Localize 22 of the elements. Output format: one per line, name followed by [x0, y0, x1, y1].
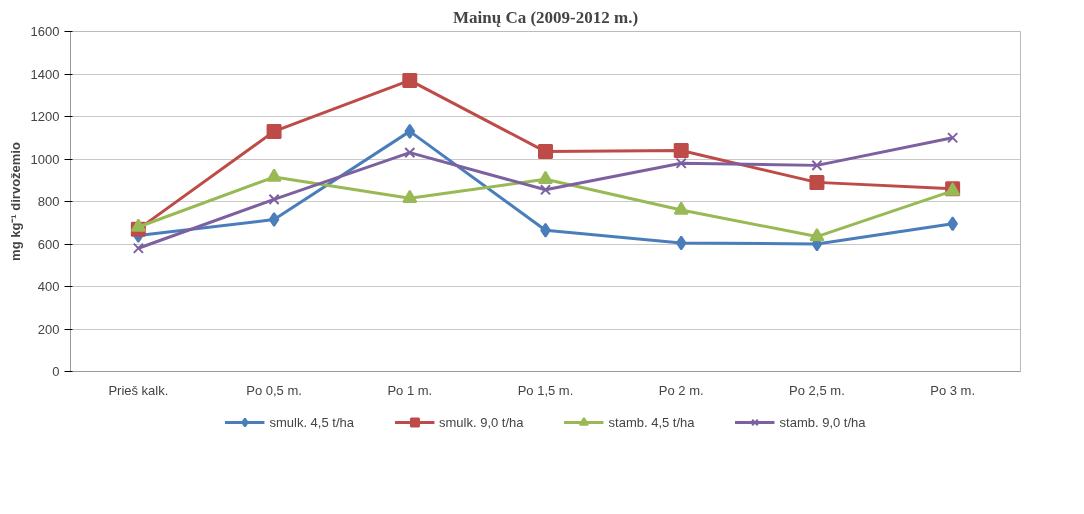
x-tick-label: Po 2 m.: [658, 382, 704, 398]
y-tick-label: 400: [37, 279, 60, 294]
x-tick-label: Po 3 m.: [930, 382, 976, 398]
legend-label: stamb. 4,5 t/ha: [608, 414, 695, 430]
legend-label: smulk. 9,0 t/ha: [439, 414, 524, 430]
x-tick-label: Po 2,5 m.: [789, 382, 845, 398]
y-tick-label: 800: [37, 194, 60, 209]
y-tick-label: 1200: [30, 109, 60, 124]
y-tick-label: 1000: [30, 151, 60, 167]
y-axis-title: mg kg⁻¹ dirvožemio: [7, 142, 23, 261]
x-tick-label: Prieš kalk.: [108, 382, 169, 398]
y-tick-label: 1600: [30, 24, 60, 39]
y-tick-label: 600: [37, 236, 60, 252]
legend-label: stamb. 9,0 t/ha: [779, 414, 866, 430]
x-tick-label: Po 1,5 m.: [517, 382, 574, 398]
x-tick-label: Po 0,5 m.: [246, 382, 302, 398]
y-tick-label: 200: [37, 321, 60, 337]
x-tick-label: Po 1 m.: [387, 382, 433, 398]
y-tick-label: 1400: [30, 66, 60, 82]
legend-label: smulk. 4,5 t/ha: [269, 414, 354, 430]
y-tick-label: 0: [52, 364, 60, 379]
chart-title: Mainų Ca (2009-2012 m.): [452, 7, 639, 27]
